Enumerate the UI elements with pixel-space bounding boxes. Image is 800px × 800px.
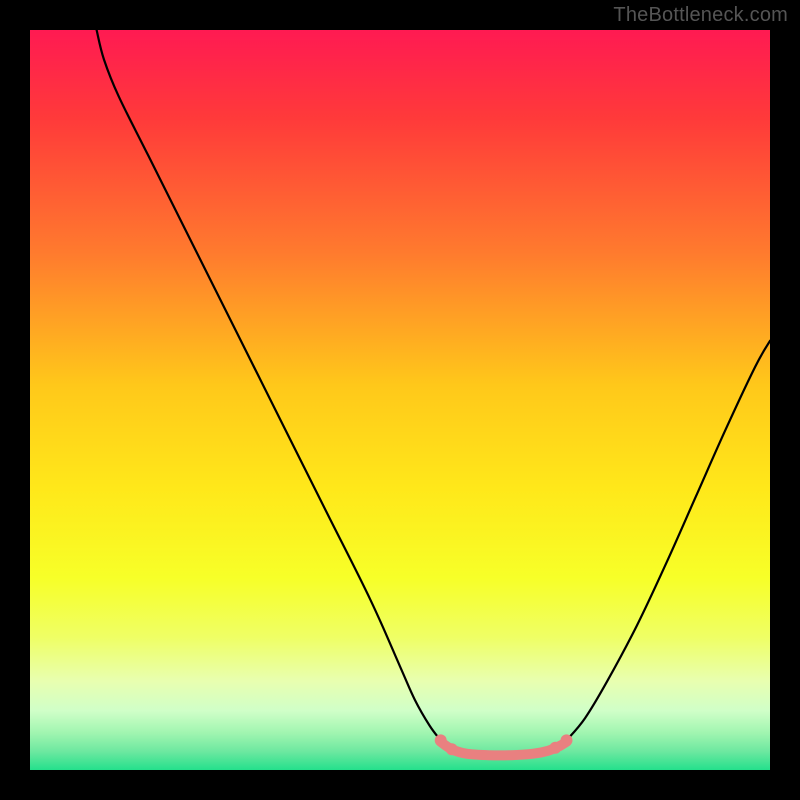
bottom-dot — [446, 743, 458, 755]
bottom-dot — [435, 734, 447, 746]
bottom-dot — [549, 742, 561, 754]
watermark-text: TheBottleneck.com — [613, 4, 788, 27]
bottom-dot — [561, 734, 573, 746]
plot-area — [30, 30, 770, 770]
plot-svg — [30, 30, 770, 770]
chart-canvas: TheBottleneck.com — [0, 0, 800, 800]
